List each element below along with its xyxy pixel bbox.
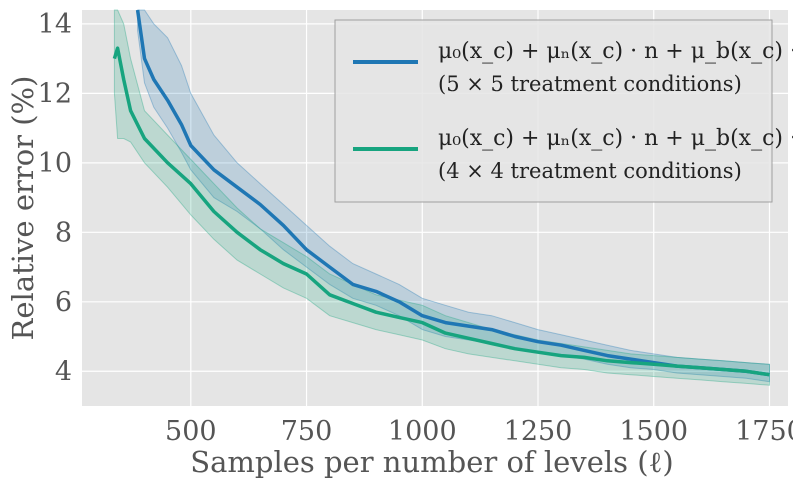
x-tick-1500: 1500 [619, 416, 688, 447]
y-tick-8: 8 [55, 217, 72, 248]
series-lines [112, 9, 770, 377]
legend-label-4x4: μ₀(x_c) + μₙ(x_c) · n + μ_b(x_c) · b [438, 126, 793, 151]
legend-sublabel-4x4: (4 × 4 treatment conditions) [438, 159, 742, 183]
y-tick-14: 14 [38, 9, 72, 40]
y-tick-6: 6 [55, 287, 72, 318]
legend: μ₀(x_c) + μₙ(x_c) · n + μ_b(x_c) · b (5 … [334, 19, 793, 203]
legend-label-5x5: μ₀(x_c) + μₙ(x_c) · n + μ_b(x_c) · b [438, 39, 793, 64]
x-axis-label: Samples per number of levels (ℓ) [190, 445, 674, 479]
y-tick-4: 4 [55, 356, 72, 387]
x-tick-1750: 1750 [735, 416, 793, 447]
x-tick-750: 750 [281, 416, 333, 447]
x-tick-500: 500 [165, 416, 217, 447]
x-tick-1250: 1250 [504, 416, 573, 447]
confidence-bands [113, 9, 770, 386]
y-axis-label: Relative error (%) [6, 76, 40, 341]
legend-sublabel-5x5: (5 × 5 treatment conditions) [438, 72, 742, 96]
band-4x4 [113, 9, 770, 386]
band-5x5 [137, 9, 770, 383]
x-tick-1000: 1000 [388, 416, 457, 447]
y-tick-10: 10 [38, 148, 72, 179]
line-4x4 [112, 46, 770, 377]
y-tick-12: 12 [38, 78, 72, 109]
y-tick-labels: 4 6 8 10 12 14 [38, 9, 72, 387]
x-tick-labels: 500 750 1000 1250 1500 1750 [165, 416, 793, 447]
legend-box [334, 19, 773, 203]
